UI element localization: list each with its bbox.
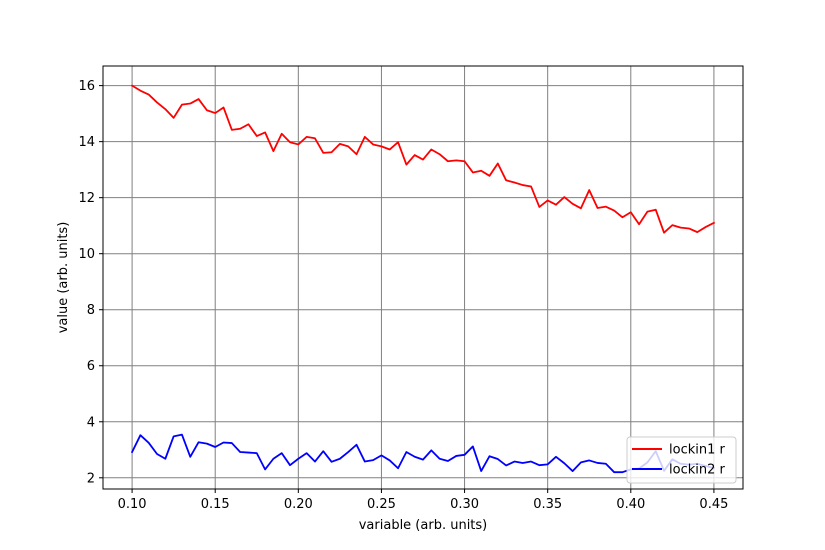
x-tick-label: 0.15 <box>201 497 230 512</box>
legend: lockin1 r lockin2 r <box>626 436 737 484</box>
grid <box>103 66 743 489</box>
series-line-1 <box>130 84 716 234</box>
axis-ticks: 0.10 0.15 0.20 0.25 0.30 0.35 0.40 0.45 2 4 6 8 10 12… <box>78 79 728 512</box>
x-tick-label: 0.45 <box>699 497 728 512</box>
plot-frame <box>102 65 744 490</box>
series-line-2 <box>130 433 715 474</box>
legend-label-lockin2: lockin2 r <box>669 463 725 478</box>
y-tick-label: 8 <box>87 303 95 318</box>
y-tick-label: 12 <box>78 191 95 206</box>
y-tick-label: 14 <box>78 135 95 150</box>
y-tick-label: 10 <box>78 247 95 262</box>
series-lines <box>130 84 716 474</box>
x-tick-label: 0.35 <box>533 497 562 512</box>
y-tick-label: 4 <box>87 415 95 430</box>
y-tick-label: 16 <box>78 79 95 94</box>
y-tick-label: 6 <box>87 359 95 374</box>
x-tick-label: 0.40 <box>616 497 645 512</box>
y-tick-label: 2 <box>87 471 95 486</box>
y-axis-label: value (arb. units) <box>56 222 71 334</box>
x-axis-label: variable (arb. units) <box>359 518 488 533</box>
legend-label-lockin1: lockin1 r <box>669 443 725 458</box>
x-tick-label: 0.20 <box>284 497 313 512</box>
x-tick-label: 0.10 <box>118 497 147 512</box>
x-tick-label: 0.30 <box>450 497 479 512</box>
x-tick-label: 0.25 <box>367 497 396 512</box>
